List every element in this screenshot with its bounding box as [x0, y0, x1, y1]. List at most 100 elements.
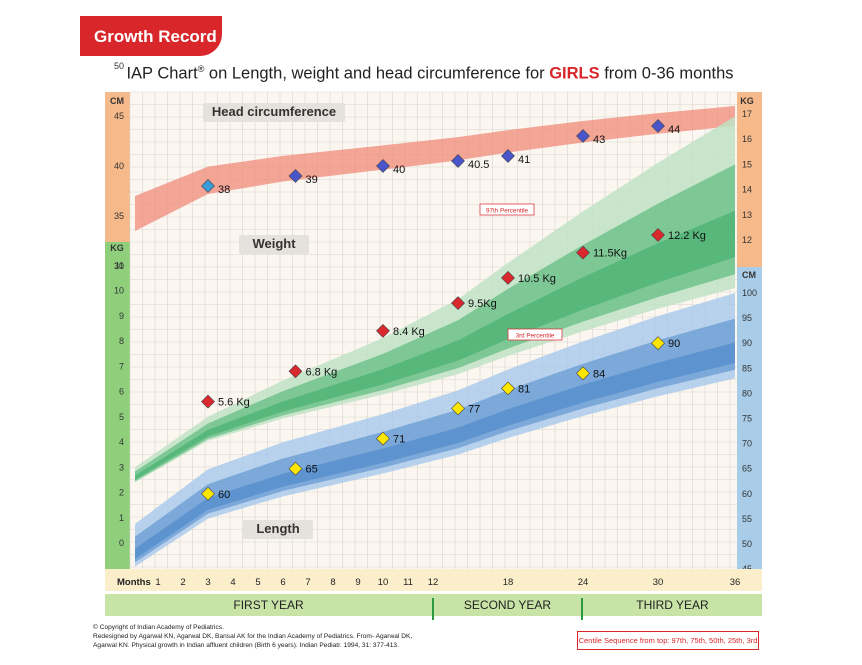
- growth-record-banner: Growth Record: [80, 16, 222, 56]
- weight-marker: [651, 228, 665, 242]
- right-cm-tick: 75: [742, 414, 752, 424]
- head-circumference-marker: [576, 129, 590, 143]
- left-cm-tick: 35: [114, 211, 124, 221]
- length-data-label: 90: [668, 338, 680, 350]
- right-cm-tick: 100: [742, 288, 757, 298]
- title-suffix: from 0-36 months: [599, 64, 734, 83]
- left-kg-tick: 11: [115, 260, 124, 270]
- head-circumference-data-label: 40: [393, 164, 405, 176]
- month-tick: 30: [653, 577, 664, 588]
- right-cm-tick: 85: [742, 363, 752, 373]
- head-circumference-marker: [201, 179, 215, 193]
- month-tick: 5: [255, 577, 260, 588]
- length-marker: [201, 486, 215, 501]
- left-cm-tick: 45: [114, 111, 124, 121]
- length-marker: [288, 461, 303, 476]
- length-data-label: 65: [306, 464, 318, 476]
- left-kg-tick: 10: [114, 286, 124, 296]
- section-label-length: Length: [256, 521, 299, 536]
- month-tick: 18: [503, 577, 514, 588]
- length-marker: [576, 366, 590, 381]
- month-tick: 2: [180, 577, 185, 588]
- left-kg-tick: 5: [119, 412, 124, 422]
- head-circumference-data-label: 41: [518, 154, 530, 166]
- right-kg-tick: 17: [742, 109, 752, 119]
- left-kg-tick: 8: [119, 336, 124, 346]
- copyright-line: Agarwal KN. Physical growth in Indian af…: [93, 642, 399, 649]
- left-cm-axis-label: CM: [110, 96, 124, 106]
- left-kg-tick: 0: [119, 538, 124, 548]
- title-reg-mark: ®: [197, 64, 205, 74]
- month-tick: 6: [280, 577, 285, 588]
- weight-marker: [451, 296, 465, 311]
- weight-data-label: 10.5 Kg: [518, 273, 556, 285]
- month-tick: 9: [355, 577, 360, 588]
- month-tick: 36: [730, 577, 741, 588]
- weight-data-label: 8.4 Kg: [393, 326, 425, 338]
- month-tick: 24: [578, 577, 589, 588]
- copyright-note: © Copyright of Indian Academy of Pediatr…: [93, 623, 473, 650]
- left-kg-tick: 3: [119, 462, 124, 472]
- month-tick: 4: [230, 577, 235, 588]
- month-tick: 7: [305, 577, 310, 588]
- right-cm-tick: 50: [742, 539, 752, 549]
- left-cm-tick: 40: [114, 161, 124, 171]
- length-marker: [501, 381, 515, 396]
- right-kg-tick: 13: [742, 210, 752, 220]
- left-kg-axis-label: KG: [110, 243, 124, 253]
- section-label-bg: [203, 103, 345, 122]
- left-kg-strip: [105, 242, 130, 569]
- right-kg-strip: [737, 92, 762, 267]
- right-cm-strip: [737, 267, 762, 569]
- section-label-bg: [243, 520, 313, 539]
- left-kg-tick: 6: [119, 387, 124, 397]
- head-circumference-data-label: 39: [306, 174, 318, 186]
- head-circumference-data-label: 38: [218, 184, 230, 196]
- length-data-label: 84: [593, 368, 605, 380]
- length-data-label: 71: [393, 434, 405, 446]
- section-label-bg: [239, 235, 309, 254]
- length-marker: [651, 336, 665, 351]
- right-kg-tick: 12: [742, 235, 752, 245]
- left-kg-tick: 4: [119, 437, 124, 447]
- centile-sequence-note: Centile Sequence from top: 97th, 75th, 5…: [577, 631, 759, 650]
- left-cm-tick: 50: [114, 61, 124, 71]
- length-data-label: 77: [468, 403, 480, 415]
- right-cm-axis-label: CM: [742, 270, 756, 280]
- right-cm-tick: 65: [742, 464, 752, 474]
- head-circumference-marker: [288, 169, 303, 183]
- second-year-label: SECOND YEAR: [463, 598, 552, 612]
- copyright-line: © Copyright of Indian Academy of Pediatr…: [93, 624, 224, 631]
- right-kg-tick: 14: [742, 185, 752, 195]
- month-tick: 10: [378, 577, 389, 588]
- left-kg-tick: 2: [119, 488, 124, 498]
- left-cm-tick: 30: [114, 261, 124, 271]
- third-year-label: THIRD YEAR: [636, 598, 709, 612]
- month-tick: 11: [403, 577, 413, 588]
- head-circumference-marker: [376, 159, 390, 173]
- weight-marker: [376, 323, 390, 338]
- weight-marker: [501, 270, 515, 285]
- right-kg-tick: 15: [742, 159, 752, 169]
- months-axis-label: Months: [117, 577, 151, 588]
- year-separator-1: [432, 598, 434, 620]
- weight-data-label: 12.2 Kg: [668, 230, 706, 242]
- growth-chart: CM3035404550KG01234567891011KG1213141516…: [105, 61, 762, 591]
- weight-marker: [288, 364, 303, 379]
- percentile-label: 97th Percentile: [486, 208, 529, 215]
- percentile-label: 3rd Percentile: [516, 333, 555, 340]
- banner-text: Growth Record: [94, 27, 217, 46]
- right-cm-tick: 60: [742, 489, 752, 499]
- copyright-line: Redesigned by Agarwal KN, Agarwal DK, Ba…: [93, 633, 413, 640]
- left-kg-tick: 1: [119, 513, 124, 523]
- left-kg-tick: 7: [119, 361, 124, 371]
- left-kg-tick: 9: [119, 311, 124, 321]
- percentile-label-box: [479, 203, 535, 216]
- length-band-inner: [135, 342, 735, 559]
- section-label-weight: Weight: [252, 236, 296, 251]
- left-cm-strip: [105, 92, 130, 242]
- month-tick: 12: [428, 577, 439, 588]
- length-marker: [451, 401, 465, 416]
- length-marker: [376, 431, 390, 446]
- head-circumference-data-label: 40.5: [468, 159, 489, 171]
